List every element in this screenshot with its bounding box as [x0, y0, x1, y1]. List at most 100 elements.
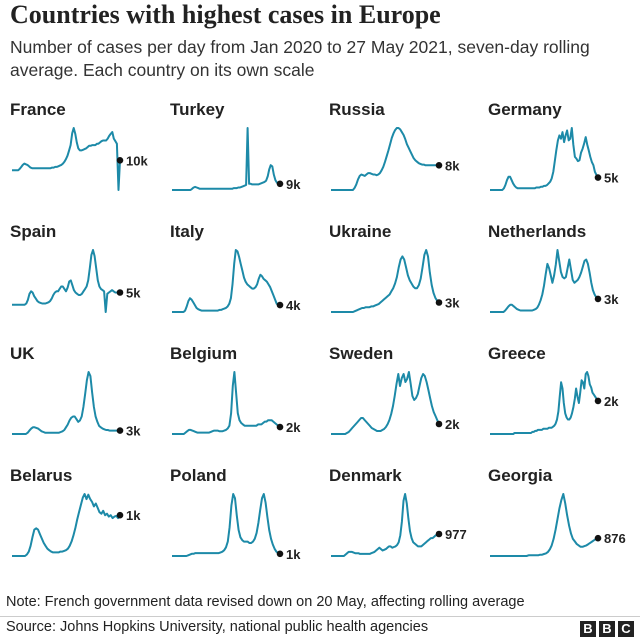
- bbc-logo-b1: B: [580, 621, 596, 637]
- end-label-germany: 5k: [604, 171, 619, 186]
- panel-denmark: Denmark 977: [329, 466, 479, 586]
- panel-title-spain: Spain: [10, 222, 57, 241]
- panel-uk: UK 3k: [10, 344, 160, 464]
- sparkline-ukraine: 3k: [331, 249, 460, 313]
- line-ukraine: [331, 249, 440, 313]
- line-italy: [172, 249, 280, 313]
- panel-title-georgia: Georgia: [488, 466, 553, 485]
- line-georgia: [490, 493, 599, 557]
- sparkline-spain: 5k: [12, 249, 141, 313]
- end-point-germany: [594, 174, 602, 181]
- end-label-france: 10k: [126, 153, 148, 168]
- footer-divider: [0, 616, 640, 617]
- end-point-italy: [276, 301, 284, 309]
- panel-title-russia: Russia: [329, 100, 385, 119]
- panel-greece: Greece 2k: [488, 344, 638, 464]
- end-label-russia: 8k: [445, 158, 460, 173]
- end-point-georgia: [594, 534, 602, 542]
- end-point-uk: [116, 427, 124, 434]
- end-point-denmark: [435, 530, 443, 538]
- end-label-netherlands: 3k: [604, 292, 619, 307]
- sparkline-georgia: 876: [490, 493, 626, 557]
- end-label-sweden: 2k: [445, 417, 460, 432]
- panel-title-france: France: [10, 100, 66, 119]
- panel-germany: Germany 5k: [488, 100, 638, 220]
- sparkline-poland: 1k: [172, 493, 301, 562]
- end-label-greece: 2k: [604, 394, 619, 409]
- sparkline-italy: 4k: [172, 249, 301, 313]
- sparkline-turkey: 9k: [172, 127, 301, 192]
- line-greece: [490, 371, 599, 435]
- end-label-uk: 3k: [126, 424, 141, 439]
- sparkline-netherlands: 3k: [490, 249, 619, 313]
- sparkline-germany: 5k: [490, 127, 619, 191]
- bbc-logo: B B C: [580, 621, 634, 637]
- line-france: [12, 127, 121, 191]
- panel-belarus: Belarus 1k: [10, 466, 160, 586]
- panel-title-ukraine: Ukraine: [329, 222, 392, 241]
- panel-sweden: Sweden 2k: [329, 344, 479, 464]
- end-label-turkey: 9k: [286, 177, 301, 192]
- line-netherlands: [490, 249, 599, 313]
- line-spain: [12, 249, 120, 313]
- source-text: Source: Johns Hopkins University, nation…: [6, 619, 429, 635]
- end-point-belgium: [276, 423, 284, 431]
- panel-turkey: Turkey 9k: [170, 100, 320, 220]
- sparkline-greece: 2k: [490, 371, 619, 435]
- panel-russia: Russia 8k: [329, 100, 479, 220]
- end-label-belgium: 2k: [286, 420, 301, 435]
- line-denmark: [331, 493, 440, 557]
- panel-georgia: Georgia 876: [488, 466, 638, 586]
- sparkline-uk: 3k: [12, 371, 141, 439]
- sparkline-belgium: 2k: [172, 371, 301, 435]
- line-belgium: [172, 371, 281, 435]
- panel-spain: Spain 5k: [10, 222, 160, 342]
- end-label-poland: 1k: [286, 547, 301, 562]
- panel-title-turkey: Turkey: [170, 100, 225, 119]
- panel-poland: Poland 1k: [170, 466, 320, 586]
- end-point-netherlands: [594, 295, 602, 303]
- panel-title-poland: Poland: [170, 466, 227, 485]
- end-label-denmark: 977: [445, 527, 467, 542]
- sparkline-france: 10k: [12, 127, 148, 191]
- line-sweden: [331, 371, 440, 435]
- line-germany: [490, 127, 599, 191]
- sparkline-denmark: 977: [331, 493, 467, 557]
- panel-title-germany: Germany: [488, 100, 562, 119]
- line-russia: [331, 127, 439, 191]
- bbc-logo-b2: B: [599, 621, 615, 637]
- end-point-russia: [435, 162, 443, 169]
- line-belarus: [12, 493, 121, 557]
- end-label-italy: 4k: [286, 298, 301, 313]
- panel-italy: Italy 4k: [170, 222, 320, 342]
- panel-netherlands: Netherlands 3k: [488, 222, 638, 342]
- chart-subtitle: Number of cases per day from Jan 2020 to…: [10, 37, 590, 80]
- line-poland: [172, 493, 281, 557]
- end-point-france: [116, 157, 124, 164]
- panel-title-netherlands: Netherlands: [488, 222, 587, 241]
- sparkline-russia: 8k: [331, 127, 460, 191]
- line-turkey: [172, 127, 280, 191]
- end-label-ukraine: 3k: [445, 296, 460, 311]
- end-point-spain: [116, 289, 124, 296]
- footnote: Note: French government data revised dow…: [6, 594, 525, 610]
- panel-title-belgium: Belgium: [170, 344, 238, 363]
- panel-ukraine: Ukraine 3k: [329, 222, 479, 342]
- end-point-belarus: [116, 511, 124, 519]
- end-label-georgia: 876: [604, 531, 626, 546]
- end-label-spain: 5k: [126, 286, 141, 301]
- end-point-poland: [276, 550, 284, 558]
- line-uk: [12, 371, 120, 435]
- panel-title-denmark: Denmark: [329, 466, 402, 485]
- panel-title-greece: Greece: [488, 344, 546, 363]
- panel-belgium: Belgium 2k: [170, 344, 320, 464]
- end-label-belarus: 1k: [126, 508, 141, 523]
- end-point-greece: [594, 397, 602, 405]
- panel-france: France 10k: [10, 100, 160, 220]
- panel-title-sweden: Sweden: [329, 344, 394, 363]
- panel-title-italy: Italy: [170, 222, 205, 241]
- end-point-turkey: [276, 180, 284, 188]
- chart-title: Countries with highest cases in Europe: [10, 0, 441, 29]
- sparkline-belarus: 1k: [12, 493, 141, 557]
- panel-title-belarus: Belarus: [10, 466, 73, 485]
